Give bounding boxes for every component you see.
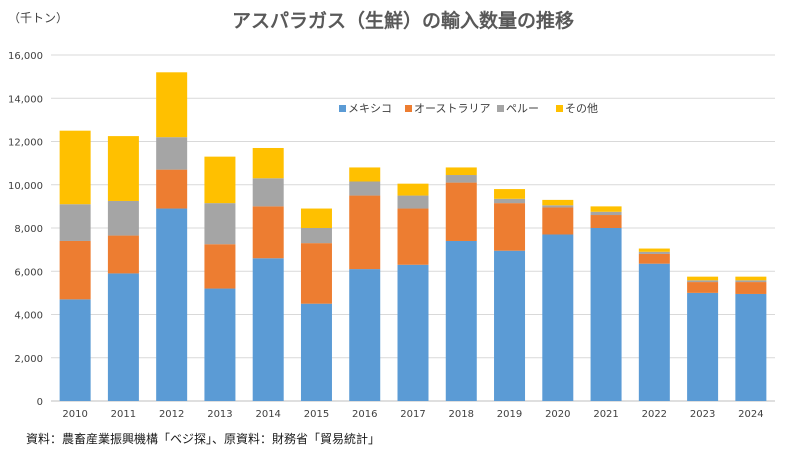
x-tick-label: 2022 bbox=[642, 409, 667, 420]
bar-segment bbox=[590, 211, 622, 216]
x-tick-label: 2013 bbox=[207, 409, 232, 420]
bar-segment bbox=[590, 228, 622, 401]
bar-segment bbox=[204, 156, 236, 204]
x-tick-label: 2010 bbox=[62, 409, 87, 420]
bar-segment bbox=[156, 137, 188, 170]
bar-segment bbox=[687, 276, 719, 281]
bar-segment bbox=[349, 167, 381, 182]
x-tick-label: 2011 bbox=[111, 409, 136, 420]
x-tick-label: 2014 bbox=[255, 409, 280, 420]
bar-segment bbox=[397, 208, 429, 265]
bar-segment bbox=[300, 228, 332, 244]
y-tick-label: 4,000 bbox=[14, 311, 43, 322]
bar-segment bbox=[445, 240, 477, 401]
bar-segment bbox=[349, 269, 381, 401]
legend-label: ペルー bbox=[506, 102, 539, 115]
y-tick-label: 8,000 bbox=[14, 224, 43, 235]
unit-label: （千トン） bbox=[8, 11, 69, 25]
bar-segment bbox=[445, 167, 477, 176]
bar-segment bbox=[494, 189, 526, 199]
bar-segment bbox=[204, 203, 236, 245]
bar-segment bbox=[494, 250, 526, 401]
bar-segment bbox=[349, 195, 381, 270]
bar-segment bbox=[397, 183, 429, 196]
bar-segment bbox=[542, 205, 574, 208]
bar-segment bbox=[638, 253, 670, 264]
bar-segment bbox=[542, 199, 574, 206]
x-tick-label: 2012 bbox=[159, 409, 184, 420]
bar-segment bbox=[590, 215, 622, 228]
x-tick-label: 2018 bbox=[449, 409, 474, 420]
bar-segment bbox=[59, 204, 91, 241]
x-tick-label: 2020 bbox=[545, 409, 570, 420]
bar-segment bbox=[59, 130, 91, 205]
bar-segment bbox=[397, 195, 429, 209]
y-tick-label: 0 bbox=[37, 397, 43, 408]
bar-segment bbox=[349, 181, 381, 196]
bar-segment bbox=[300, 303, 332, 401]
bar-segment bbox=[252, 147, 284, 179]
bar-segment bbox=[156, 72, 188, 138]
legend-label: メキシコ bbox=[348, 102, 392, 115]
bar-segment bbox=[107, 273, 139, 401]
bar-segment bbox=[638, 248, 670, 252]
x-tick-label: 2017 bbox=[400, 409, 425, 420]
bar-segment bbox=[445, 175, 477, 183]
bar-segment bbox=[687, 282, 719, 293]
bar-segment bbox=[204, 244, 236, 289]
y-tick-label: 10,000 bbox=[8, 181, 43, 192]
bar-segment bbox=[156, 169, 188, 209]
bar-segment bbox=[300, 243, 332, 304]
bar-segment bbox=[59, 299, 91, 401]
bar-segment bbox=[638, 251, 670, 254]
y-tick-label: 6,000 bbox=[14, 267, 43, 278]
bar-segment bbox=[542, 207, 574, 235]
legend-label: オーストラリア bbox=[414, 102, 490, 115]
bar-segment bbox=[687, 292, 719, 401]
y-tick-label: 12,000 bbox=[8, 138, 43, 149]
bar-segment bbox=[252, 178, 284, 207]
legend-label: その他 bbox=[565, 102, 598, 115]
chart-title: アスパラガス（生鮮）の輸入数量の推移 bbox=[231, 10, 574, 32]
bar-segment bbox=[735, 282, 767, 294]
legend-swatch bbox=[497, 105, 504, 112]
bar-segment bbox=[445, 182, 477, 241]
y-tick-label: 14,000 bbox=[8, 94, 43, 105]
x-tick-label: 2023 bbox=[690, 409, 715, 420]
bar-segment bbox=[59, 240, 91, 300]
bar-segment bbox=[397, 264, 429, 401]
source-note: 資料：農畜産業振興機構「ベジ探」、原資料：財務省「貿易統計」 bbox=[26, 432, 381, 446]
bar-segment bbox=[300, 208, 332, 228]
bar-segment bbox=[590, 206, 622, 212]
legend-swatch bbox=[405, 105, 412, 112]
x-tick-label: 2019 bbox=[497, 409, 522, 420]
bar-segment bbox=[542, 234, 574, 401]
y-tick-label: 16,000 bbox=[8, 51, 43, 62]
x-tick-label: 2024 bbox=[738, 409, 763, 420]
bar-segment bbox=[638, 263, 670, 401]
x-tick-label: 2021 bbox=[593, 409, 618, 420]
y-tick-label: 2,000 bbox=[14, 354, 43, 365]
bar-segment bbox=[107, 200, 139, 236]
bar-segment bbox=[494, 203, 526, 251]
bar-segment bbox=[735, 280, 767, 283]
bar-segment bbox=[107, 136, 139, 201]
bar-segment bbox=[494, 198, 526, 204]
bar-segment bbox=[204, 288, 236, 401]
bar-segment bbox=[735, 276, 767, 281]
bar-segment bbox=[156, 208, 188, 401]
x-tick-label: 2015 bbox=[304, 409, 329, 420]
bar-segment bbox=[252, 206, 284, 259]
bar-segment bbox=[735, 293, 767, 401]
bar-segment bbox=[687, 280, 719, 283]
x-tick-label: 2016 bbox=[352, 409, 377, 420]
bar-segment bbox=[107, 235, 139, 274]
legend-swatch bbox=[339, 105, 346, 112]
legend-swatch bbox=[556, 105, 563, 112]
bar-segment bbox=[252, 258, 284, 401]
